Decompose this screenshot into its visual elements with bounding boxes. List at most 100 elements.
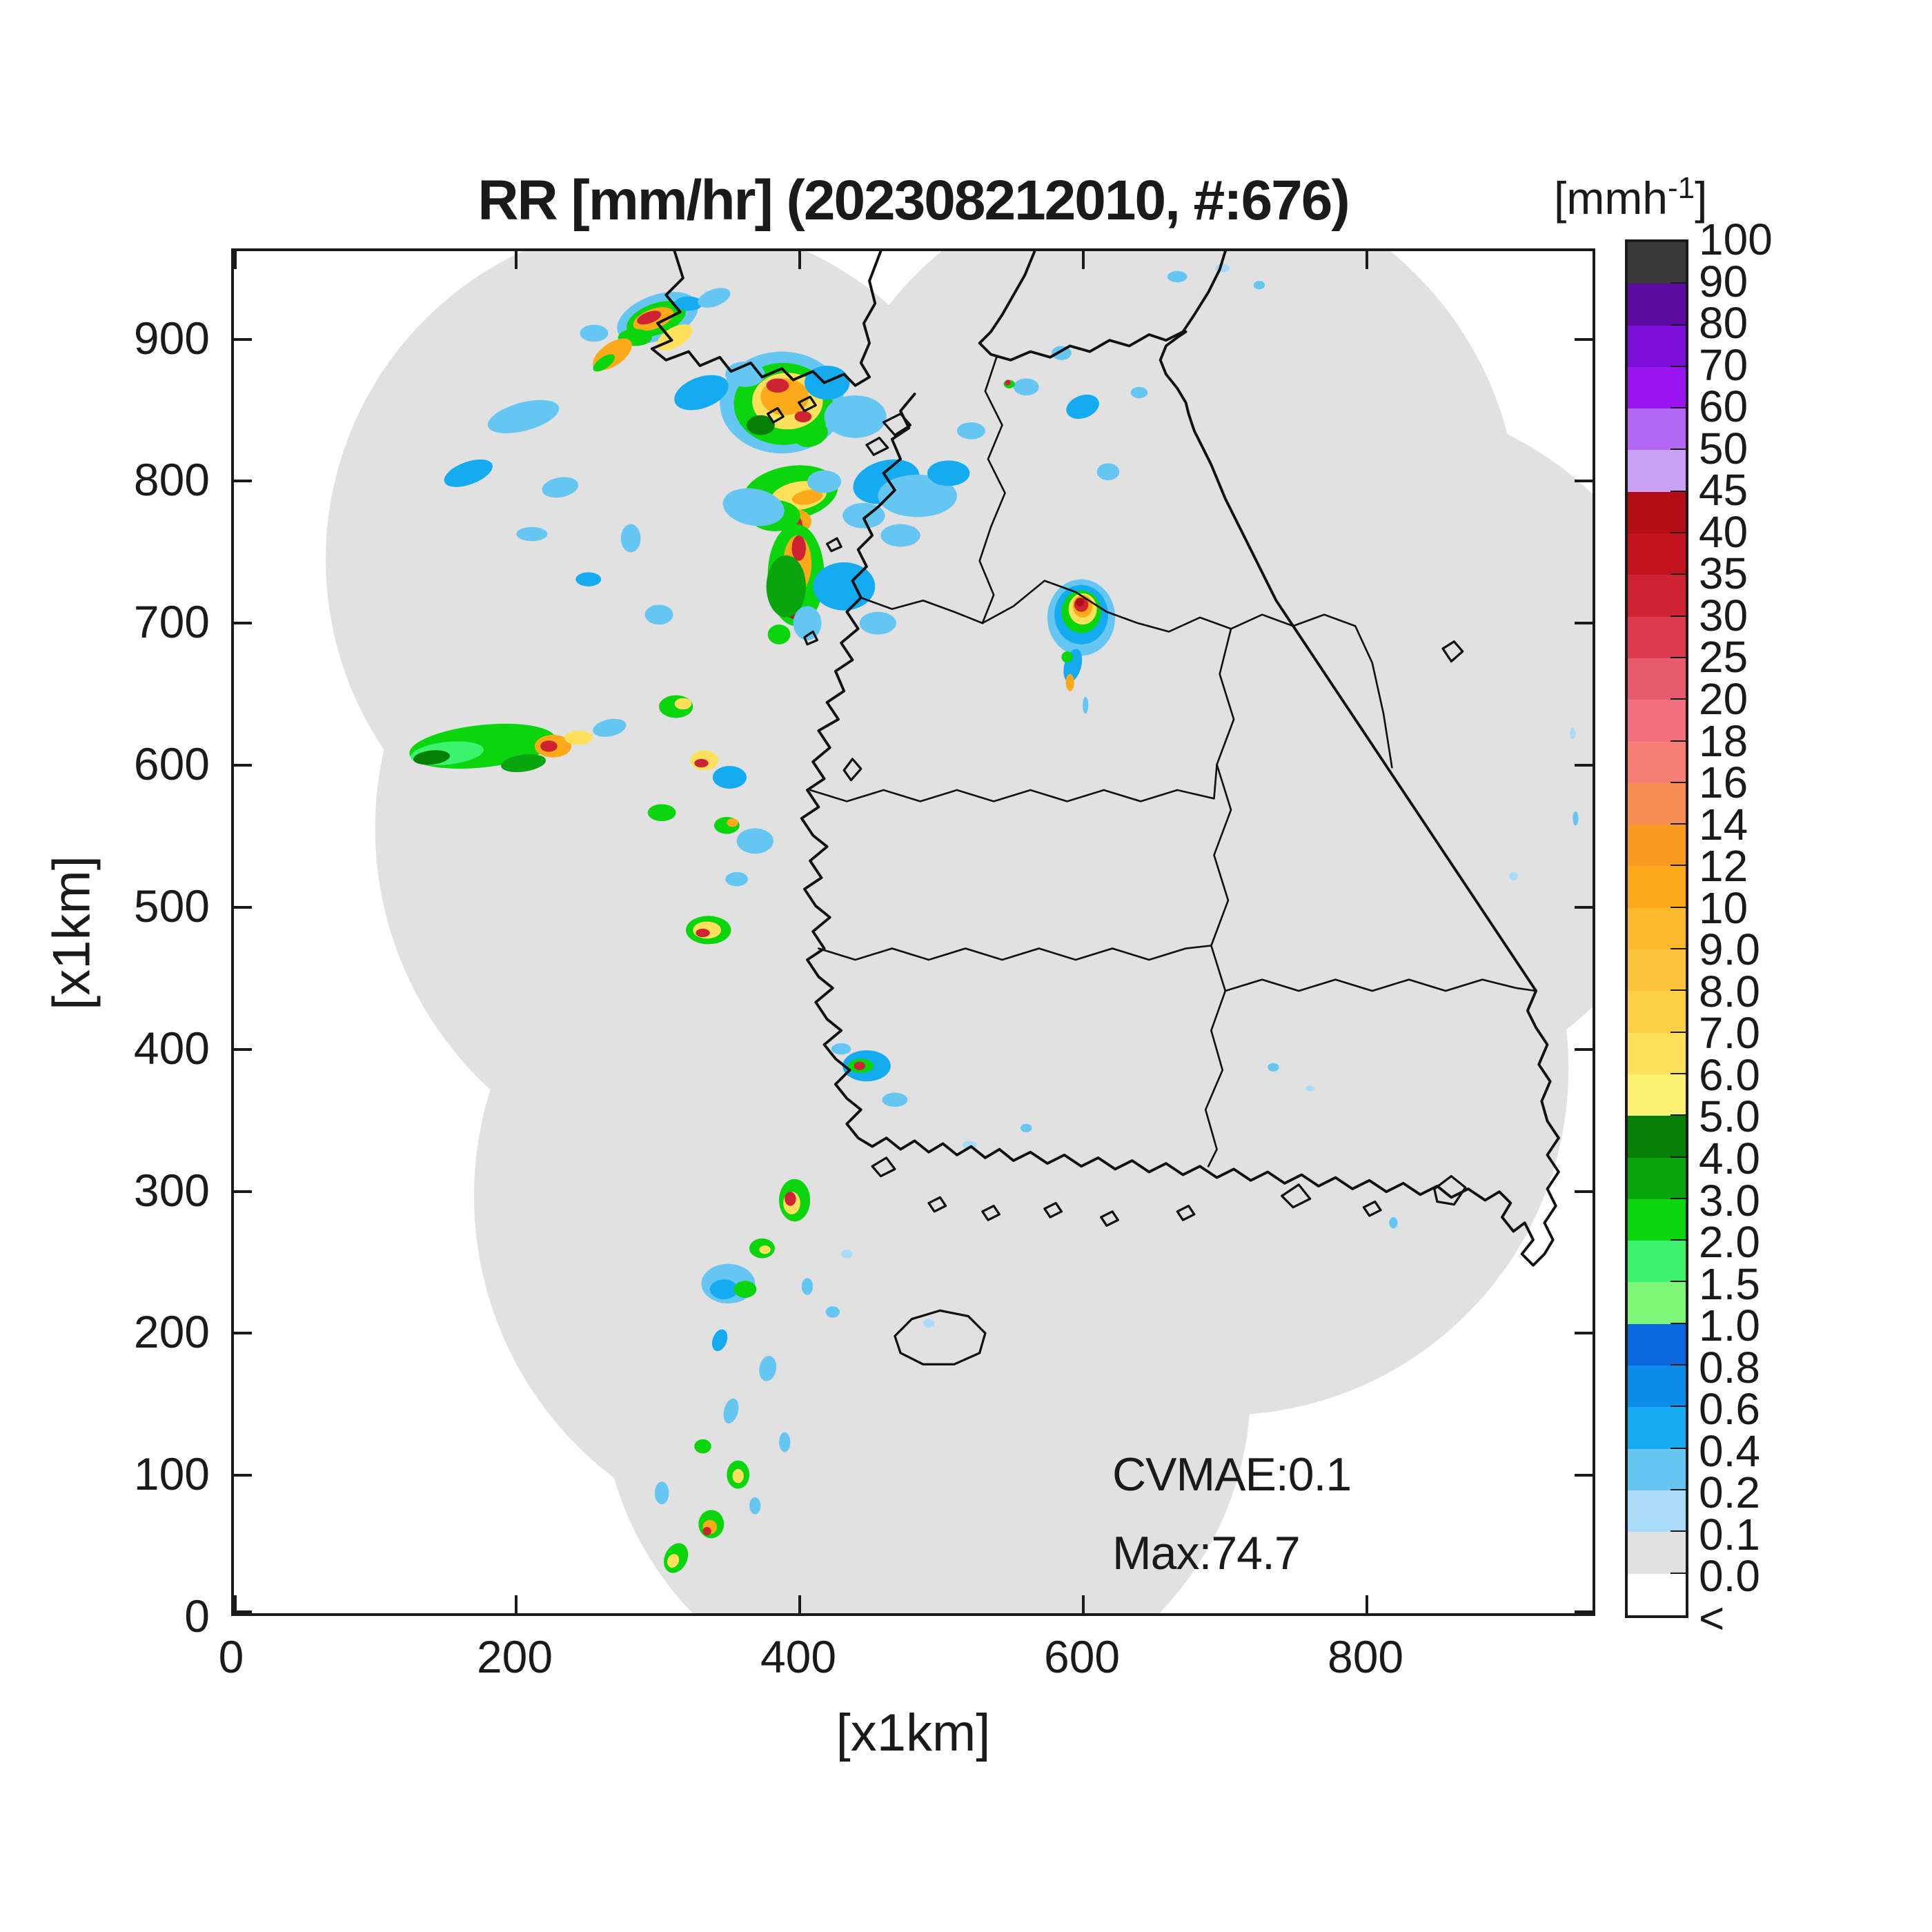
precip-cell — [667, 1554, 680, 1568]
precip-cell — [824, 395, 887, 438]
precip-cell — [1021, 1123, 1032, 1133]
island-outline — [826, 537, 842, 553]
x-tick-mark-top — [234, 251, 237, 269]
x-tick-mark-top — [1366, 251, 1369, 269]
island-outline — [1100, 1210, 1119, 1227]
x-tick-mark — [234, 1595, 237, 1613]
precip-cell — [795, 422, 828, 448]
precip-cell — [1570, 727, 1576, 740]
colorbar-tick-label: < — [1699, 1593, 1725, 1643]
y-tick-mark-right — [1575, 480, 1593, 483]
province-border — [1210, 627, 1235, 992]
colorbar-segment — [1628, 1241, 1686, 1284]
y-tick-label: 700 — [133, 596, 210, 648]
y-tick-mark-right — [1575, 1190, 1593, 1193]
y-tick-label: 900 — [133, 312, 210, 364]
colorbar-segment — [1628, 1407, 1686, 1450]
precip-cell — [825, 1306, 840, 1318]
precip-cell — [1253, 281, 1265, 290]
y-tick-mark — [234, 1474, 252, 1477]
y-tick-mark-right — [1575, 764, 1593, 767]
x-tick-label: 600 — [1043, 1631, 1121, 1682]
island-outline — [1433, 1174, 1467, 1206]
precip-cell — [831, 1043, 851, 1055]
province-border — [1224, 978, 1537, 992]
island-outline — [1176, 1205, 1196, 1221]
precip-cell — [736, 828, 773, 854]
coastline — [800, 330, 1560, 1267]
x-tick-label: 0 — [218, 1631, 244, 1682]
colorbar-segment — [1628, 408, 1686, 452]
coastline — [650, 251, 883, 387]
y-tick-mark-right — [1575, 1332, 1593, 1335]
island-outline — [842, 758, 862, 782]
precip-cell — [644, 604, 673, 625]
colorbar-tick-label: 0.6 — [1699, 1384, 1760, 1435]
island-outline — [803, 630, 818, 646]
colorbar-tick-label: 8.0 — [1699, 966, 1760, 1016]
colorbar-segment — [1628, 1074, 1686, 1118]
y-tick-label: 200 — [133, 1306, 210, 1358]
plot-area — [231, 248, 1595, 1616]
precip-cell — [1389, 1217, 1398, 1229]
colorbar-unit-label: [mmh-1] — [1554, 171, 1708, 224]
x-tick-label: 200 — [476, 1631, 553, 1682]
y-tick-label: 800 — [133, 454, 210, 506]
y-tick-mark — [234, 1190, 252, 1193]
precip-cell — [766, 378, 789, 393]
precip-cell — [516, 526, 548, 542]
precip-cell — [746, 415, 775, 435]
y-tick-label: 0 — [184, 1590, 210, 1642]
colorbar-tick-label: 25 — [1699, 632, 1748, 682]
colorbar-segment — [1628, 1323, 1686, 1368]
colorbar-tick-label: 18 — [1699, 716, 1748, 766]
colorbar-tick-label: 10 — [1699, 883, 1748, 933]
precip-cell — [694, 758, 709, 768]
precip-cell — [575, 572, 602, 586]
precip-cell — [444, 459, 493, 487]
colorbar-tick-label: 50 — [1699, 423, 1748, 473]
precip-cell — [791, 535, 806, 561]
precip-cell — [880, 524, 920, 547]
colorbar-segment — [1628, 1282, 1686, 1325]
precip-cell — [882, 1092, 908, 1107]
province-border — [860, 596, 984, 624]
province-border — [981, 580, 1393, 769]
colorbar-tick-label: 3.0 — [1699, 1175, 1760, 1225]
colorbar-segment — [1628, 1157, 1686, 1201]
plot-title: RR [mm/hr] (202308212010, #:676) — [477, 169, 1350, 232]
precip-cell — [1013, 378, 1039, 396]
colorbar-tick-label: 0.2 — [1699, 1468, 1760, 1518]
precip-cell — [956, 422, 985, 440]
precip-cell — [674, 698, 692, 710]
precip-cell — [1167, 270, 1187, 283]
island-outline — [1441, 640, 1464, 663]
y-tick-label: 400 — [133, 1022, 210, 1074]
province-border — [978, 356, 1006, 624]
precip-cell — [694, 1439, 711, 1454]
y-tick-mark — [234, 1047, 252, 1051]
colorbar-tick-label: 5.0 — [1699, 1092, 1760, 1142]
precip-cell — [801, 1278, 814, 1295]
precip-cell — [725, 871, 749, 887]
island-outline — [1281, 1183, 1312, 1209]
y-tick-mark — [234, 622, 252, 625]
colorbar-segment — [1628, 1532, 1686, 1575]
colorbar-tick-label: 7.0 — [1699, 1008, 1760, 1058]
precip-cell — [927, 460, 970, 486]
y-tick-label: 100 — [133, 1448, 210, 1500]
precip-cell — [727, 818, 738, 827]
colorbar — [1625, 239, 1688, 1618]
precip-cell — [702, 1526, 711, 1536]
province-border — [809, 763, 1218, 802]
island-outline — [767, 406, 785, 424]
y-tick-mark — [234, 1332, 252, 1335]
precip-cell — [487, 400, 560, 433]
colorbar-segment — [1628, 1490, 1686, 1534]
colorbar-segment — [1628, 533, 1686, 577]
province-border — [818, 945, 1212, 961]
precip-cell — [709, 1279, 738, 1299]
colorbar-tick-label: 4.0 — [1699, 1134, 1760, 1183]
precip-cell — [1096, 463, 1120, 481]
